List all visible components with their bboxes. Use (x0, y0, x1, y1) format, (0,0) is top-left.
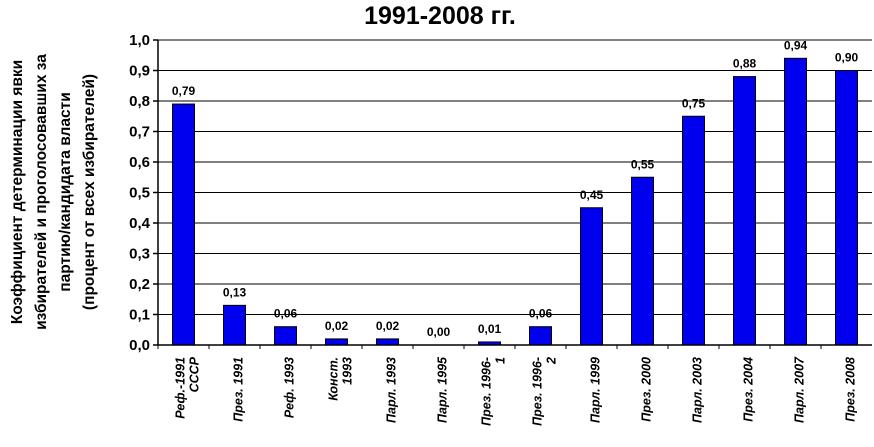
bar (835, 70, 858, 346)
x-tick-label-line: През. 2000 (640, 357, 654, 422)
x-tick-label: Парл. 1993 (385, 357, 399, 423)
axes (157, 40, 872, 346)
y-tick-label: 0,5 (129, 185, 150, 202)
x-tick-label-line: 1993 (341, 357, 355, 385)
bar (325, 338, 348, 346)
x-tick-label-line: Парл. 2003 (691, 357, 705, 423)
bar (529, 326, 552, 346)
x-tick-label: През. 1996- 2 (531, 357, 559, 426)
data-label: 0,02 (376, 319, 400, 333)
x-tick-label-line: Реф.-1991 (174, 357, 188, 419)
x-tick-label: През. 2004 (742, 357, 756, 422)
data-label: 0,79 (172, 84, 196, 98)
y-tick-label: 0,1 (129, 307, 150, 324)
bar (733, 76, 756, 346)
x-tick-label: През. 2000 (640, 357, 654, 422)
x-tick-label: През. 1996- 1 (480, 357, 508, 426)
x-tick-label-line: През. 2008 (844, 357, 858, 422)
data-label: 0,75 (682, 96, 706, 110)
x-axis-ticks: Реф.-1991 СССР През. 1991 Реф. 1993 Конст. 19… (157, 345, 858, 426)
x-tick-label: Парл. 1999 (589, 357, 603, 423)
x-tick-label: Парл. 2007 (793, 356, 807, 423)
bar (274, 326, 297, 346)
y-axis-ticks: 0,0 0,1 0,2 0,3 0,4 0,5 0,6 0,7 0,8 0,9 1,0 (129, 32, 158, 354)
x-tick-label-line: Парл. 1993 (385, 357, 399, 423)
y-tick-label: 0,3 (129, 246, 150, 263)
x-tick-label-line: Конст. (327, 357, 341, 401)
y-tick-label: 0,4 (129, 215, 151, 232)
x-tick-label: Конст. 1993 (327, 357, 355, 401)
x-tick-label-line: 2 (545, 357, 559, 365)
y-tick-label: 0,6 (129, 154, 150, 171)
x-tick-label: През. 2008 (844, 357, 858, 422)
data-label: 0,88 (733, 57, 757, 71)
chart-title: 1991-2008 гг. (364, 2, 516, 30)
x-tick-label-line: Реф. 1993 (283, 357, 297, 418)
x-tick-label: През. 1991 (232, 357, 246, 422)
data-labels: 0,79 0,13 0,06 0,02 0,02 0,00 0,01 0,06 0,45 0,55… (172, 38, 859, 339)
data-label: 0,00 (427, 325, 451, 339)
x-tick-label-line: Парл. 2007 (793, 356, 807, 423)
bar (223, 304, 246, 346)
bar (376, 338, 399, 346)
data-label: 0,45 (580, 188, 604, 202)
y-axis-label-line: партию/кандидата власти (57, 92, 74, 292)
y-axis-label-line: избирателей и проголосовавших за (33, 54, 50, 330)
x-tick-label-line: През. 1996- (531, 357, 545, 426)
bar (631, 176, 654, 346)
x-tick-label-line: СССР (188, 356, 202, 392)
bars (172, 57, 858, 346)
x-tick-label-line: Парл. 1995 (436, 356, 450, 423)
data-label: 0,01 (478, 322, 502, 336)
y-tick-label: 0,2 (129, 276, 150, 293)
y-tick-label: 0,7 (129, 124, 150, 141)
data-label: 0,55 (631, 157, 655, 171)
x-tick-label: Парл. 2003 (691, 357, 705, 423)
y-tick-label: 1,0 (129, 32, 150, 49)
bar (580, 207, 603, 346)
x-tick-label: Реф.-1991 СССР (174, 356, 202, 418)
y-axis-label: Коэффициент детерминации явки избирателей… (9, 54, 98, 330)
y-axis-label-line: Коэффициент детерминации явки (9, 60, 26, 324)
bar (784, 57, 807, 346)
y-tick-label: 0,0 (129, 337, 150, 354)
y-axis-label-line: (процент от всех избирателей) (81, 74, 98, 310)
bar (682, 115, 705, 346)
x-tick-label: Реф. 1993 (283, 357, 297, 418)
y-tick-label: 0,8 (129, 93, 150, 110)
data-label: 0,06 (274, 307, 298, 321)
x-tick-label-line: През. 1996- (480, 357, 494, 426)
x-tick-label-line: 1 (494, 357, 508, 364)
gridlines (158, 39, 872, 346)
data-label: 0,13 (223, 285, 247, 299)
y-tick-label: 0,9 (129, 63, 150, 80)
bar (172, 103, 195, 346)
x-tick-label-line: Парл. 1999 (589, 357, 603, 423)
data-label: 0,02 (325, 319, 349, 333)
data-label: 0,06 (529, 307, 553, 321)
x-tick-label-line: През. 1991 (232, 357, 246, 422)
data-label: 0,90 (835, 51, 859, 65)
x-tick-label-line: През. 2004 (742, 357, 756, 422)
data-label: 0,94 (784, 38, 808, 52)
x-tick-label: Парл. 1995 (436, 356, 450, 423)
